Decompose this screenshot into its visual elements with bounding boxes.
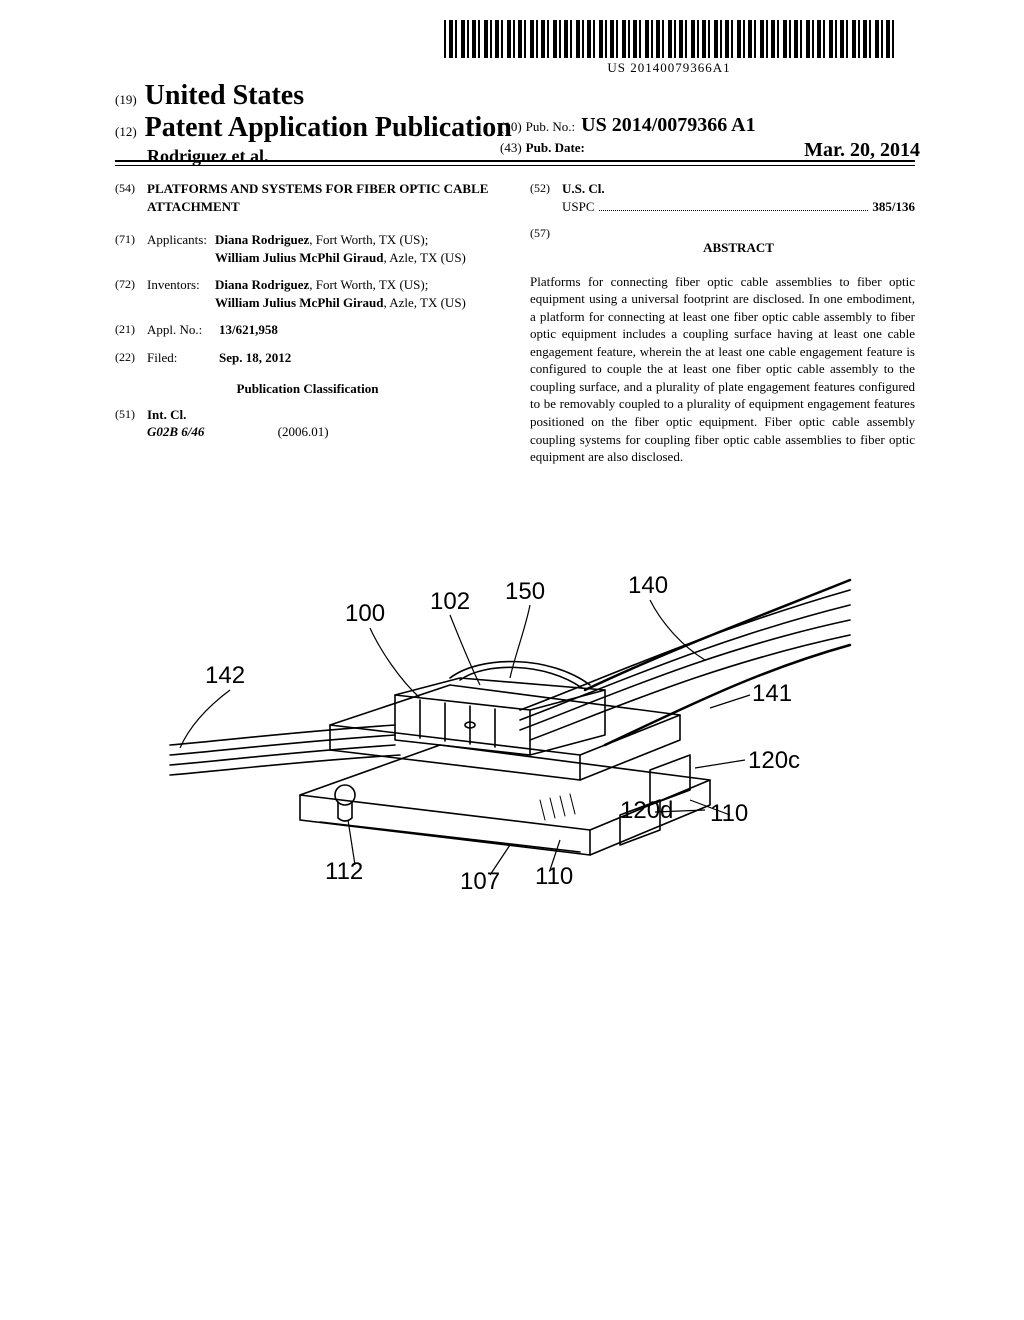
abstract-body: Platforms for connecting fiber optic cab… — [530, 273, 915, 466]
intcl-block: Int. Cl. G02B 6/46 (2006.01) — [147, 406, 500, 441]
patent-page: US 20140079366A1 (19) United States (12)… — [0, 0, 1024, 1320]
pubno-line: (10) Pub. No.: US 2014/0079366 A1 — [500, 114, 920, 137]
code-71: (71) — [115, 231, 147, 266]
field-57: (57) ABSTRACT — [530, 225, 915, 263]
ref-110b: 110 — [535, 863, 573, 891]
intcl-label: Int. Cl. — [147, 407, 186, 422]
inventor-name-0: Diana Rodriguez — [215, 277, 309, 292]
field-22: (22) Filed: Sep. 18, 2012 — [115, 349, 500, 367]
code-21: (21) — [115, 321, 147, 339]
code-43: (43) — [500, 140, 522, 155]
ref-142: 142 — [205, 662, 245, 690]
code-57: (57) — [530, 225, 562, 263]
ref-102: 102 — [430, 588, 470, 616]
applno-label: Appl. No.: — [147, 321, 219, 339]
barcode-block: US 20140079366A1 — [444, 20, 894, 76]
field-54: (54) PLATFORMS AND SYSTEMS FOR FIBER OPT… — [115, 180, 500, 215]
country: United States — [145, 80, 304, 111]
code-19: (19) — [115, 92, 137, 107]
applicants-val: Diana Rodriguez, Fort Worth, TX (US); Wi… — [215, 231, 500, 266]
code-72: (72) — [115, 276, 147, 311]
ref-112: 112 — [325, 858, 363, 886]
body-columns: (54) PLATFORMS AND SYSTEMS FOR FIBER OPT… — [115, 180, 915, 466]
right-column: (52) U.S. Cl. USPC 385/136 (57) ABSTRACT… — [530, 180, 915, 466]
ref-107: 107 — [460, 868, 500, 896]
uspc-dots — [599, 202, 869, 211]
inventors-val: Diana Rodriguez, Fort Worth, TX (US); Wi… — [215, 276, 500, 311]
applicant-rest-0: , Fort Worth, TX (US); — [309, 232, 428, 247]
applicant-rest-1: , Azle, TX (US) — [383, 250, 465, 265]
applicant-name-0: Diana Rodriguez — [215, 232, 309, 247]
inventor-name-1: William Julius McPhil Giraud — [215, 295, 383, 310]
field-21: (21) Appl. No.: 13/621,958 — [115, 321, 500, 339]
applicant-name-1: William Julius McPhil Giraud — [215, 250, 383, 265]
applno-val: 13/621,958 — [219, 321, 500, 339]
title: PLATFORMS AND SYSTEMS FOR FIBER OPTIC CA… — [147, 180, 500, 215]
header-right: (10) Pub. No.: US 2014/0079366 A1 (43) P… — [500, 114, 920, 162]
pub-type: Patent Application Publication — [145, 112, 512, 143]
header-divider — [115, 160, 915, 166]
field-71: (71) Applicants: Diana Rodriguez, Fort W… — [115, 231, 500, 266]
barcode-text: US 20140079366A1 — [444, 60, 894, 76]
ref-120d: 120d — [620, 797, 673, 825]
code-52: (52) — [530, 180, 562, 215]
code-12: (12) — [115, 124, 137, 139]
intcl-year: (2006.01) — [278, 424, 329, 439]
pubdate-label: Pub. Date: — [526, 140, 585, 155]
filed-val: Sep. 18, 2012 — [219, 349, 500, 367]
uspc-val: 385/136 — [872, 198, 915, 216]
code-10: (10) — [500, 119, 522, 134]
inventors-label: Inventors: — [147, 276, 215, 311]
pubdate: Mar. 20, 2014 — [804, 139, 920, 162]
uscl-label: U.S. Cl. — [562, 181, 605, 196]
applicants-label: Applicants: — [147, 231, 215, 266]
barcode — [444, 20, 894, 58]
code-22: (22) — [115, 349, 147, 367]
inventor-rest-0: , Fort Worth, TX (US); — [309, 277, 428, 292]
field-52: (52) U.S. Cl. USPC 385/136 — [530, 180, 915, 215]
ref-150: 150 — [505, 578, 545, 606]
uspc-label: USPC — [562, 198, 595, 216]
code-54: (54) — [115, 180, 147, 215]
uspc-row: USPC 385/136 — [562, 198, 915, 216]
code-51: (51) — [115, 406, 147, 441]
ref-100: 100 — [345, 600, 385, 628]
pubno: US 2014/0079366 A1 — [581, 114, 755, 136]
inventor-rest-1: , Azle, TX (US) — [383, 295, 465, 310]
uscl-block: U.S. Cl. USPC 385/136 — [562, 180, 915, 215]
left-column: (54) PLATFORMS AND SYSTEMS FOR FIBER OPT… — [115, 180, 500, 466]
ref-141: 141 — [752, 680, 792, 708]
country-line: (19) United States — [115, 80, 915, 112]
classification-header: Publication Classification — [115, 380, 500, 398]
abstract-header-wrap: ABSTRACT — [562, 225, 915, 263]
field-51: (51) Int. Cl. G02B 6/46 (2006.01) — [115, 406, 500, 441]
pubdate-line: (43) Pub. Date: Mar. 20, 2014 — [500, 139, 920, 162]
field-72: (72) Inventors: Diana Rodriguez, Fort Wo… — [115, 276, 500, 311]
ref-120c: 120c — [748, 747, 800, 775]
pubno-label: Pub. No.: — [526, 119, 575, 134]
filed-label: Filed: — [147, 349, 219, 367]
ref-140: 140 — [628, 572, 668, 600]
patent-figure: 100 102 150 140 142 141 120c 120d 110 11… — [150, 550, 870, 900]
intcl-code: G02B 6/46 — [147, 424, 204, 439]
ref-110a: 110 — [710, 800, 748, 828]
abstract-header: ABSTRACT — [562, 239, 915, 257]
